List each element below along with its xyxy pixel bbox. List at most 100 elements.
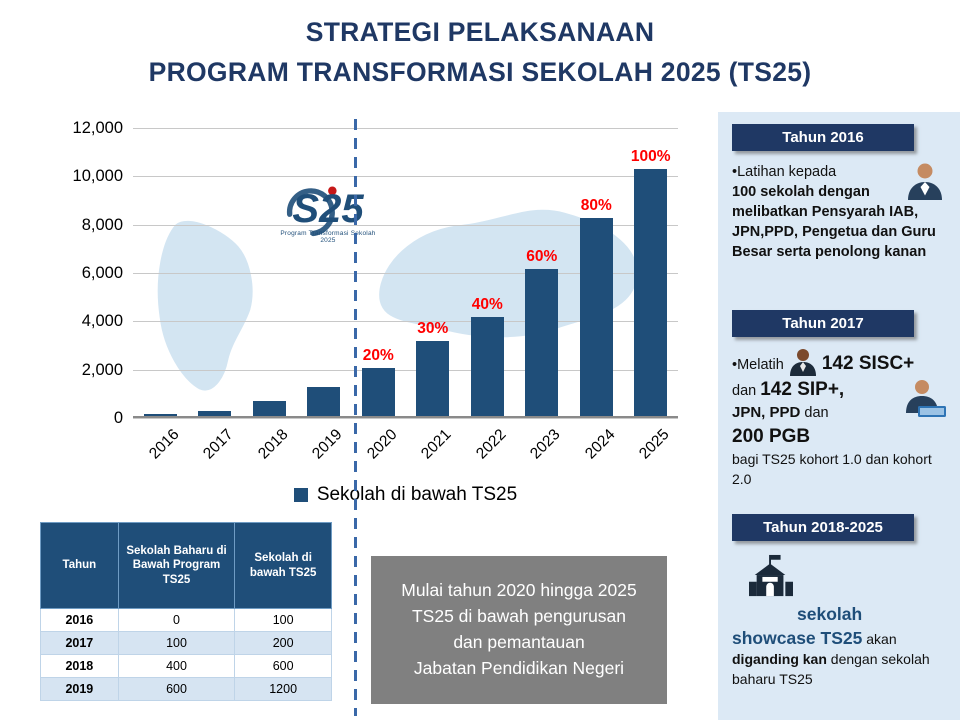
table-cell: 2018: [40, 654, 119, 678]
bar-2024: [579, 218, 613, 416]
bar-2018: [252, 401, 286, 416]
x-tick-label: 2016: [145, 426, 183, 463]
bar-slot: 100%: [624, 128, 679, 416]
text-run-bold: JPN, PPD: [732, 404, 801, 422]
table-head: Tahun Sekolah Baharu di Bawah Program TS2…: [40, 522, 332, 609]
table-body: 2016 0 100 2017 100 200 2018 400 600 2019 600 1200: [40, 608, 332, 701]
bar-2023: [525, 269, 559, 416]
bar-2025: [634, 169, 668, 416]
bar-slot: 30%: [406, 128, 461, 416]
x-tick-label: 2022: [472, 426, 510, 463]
table-header-cell: Sekolah Baharu di Bawah Program TS25: [117, 522, 236, 609]
ts25-logo-swoosh-icon: [286, 186, 337, 237]
person-with-laptop-icon: [906, 380, 946, 418]
bar-slot: 40%: [460, 128, 515, 416]
table-cell: 100: [117, 631, 236, 655]
sidebar-section-2018-2025: sekolah showcase TS25 akan diganding kan…: [732, 552, 948, 690]
table-row: 2016 0 100: [40, 608, 332, 632]
bar-2017: [198, 411, 232, 416]
dashed-divider-line: [354, 119, 357, 716]
table-cell: 600: [234, 654, 332, 678]
text-run-bold: sekolah showcase TS25: [732, 604, 863, 649]
text-run: akan: [862, 631, 897, 648]
malaysia-map-watermark: [156, 208, 639, 392]
bar-slot: 20%: [351, 128, 406, 416]
table-cell: 2019: [40, 677, 119, 701]
title-line2: PROGRAM TRANSFORMASI SEKOLAH 2025 (TS25): [148, 57, 812, 87]
x-tick-label: 2019: [309, 426, 346, 463]
text-run: bagi TS25 kohort 1.0 dan kohort 2.0: [732, 451, 932, 488]
text-run: dan: [800, 405, 829, 422]
y-tick-label: 8,000: [81, 215, 123, 234]
text-run-bold: diganding kan: [732, 651, 827, 668]
text-run: dan: [732, 383, 761, 400]
bar-2019: [307, 387, 341, 416]
legend-swatch: [293, 488, 308, 502]
x-axis: 2016 2017 2018 2019 2020 2021 2022 2023 2024 2025: [133, 420, 678, 474]
info-box: Mulai tahun 2020 hingga 2025 TS25 di baw…: [371, 556, 667, 704]
gridline: [133, 321, 678, 322]
banner-tahun-2018-2025: Tahun 2018-2025: [732, 514, 914, 541]
title-line1: STRATEGI PELAKSANAAN: [305, 17, 655, 47]
table-cell: 400: [117, 654, 236, 678]
bar-slot: 80%: [569, 128, 624, 416]
sidebar-section-2017: •Melatih 142 SISC+ dan 142 SIP+, JPN, PP…: [732, 348, 948, 490]
sidebar: Tahun 2016 •Latihan kepada 100 sekolah d…: [718, 112, 960, 720]
y-tick-label: 12,000: [72, 119, 123, 137]
table-header-cell: Tahun: [40, 522, 119, 609]
person-icon: [789, 349, 816, 376]
table-row: 2017 100 200: [40, 631, 332, 655]
text-run-bold: 200 PGB: [732, 426, 811, 448]
info-box-line: TS25 di bawah pengurusan dan pemantauan: [411, 606, 627, 652]
x-tick-label: 2025: [636, 426, 673, 463]
x-tick-label: 2018: [254, 426, 292, 463]
bar-2016: [143, 414, 177, 416]
data-table: Tahun Sekolah Baharu di Bawah Program TS2…: [40, 522, 332, 701]
table-cell: 100: [234, 608, 332, 632]
ts25-logo: S25 Program Transformasi Sekolah 2025: [273, 186, 383, 244]
bar-percent-label: 80%: [580, 197, 612, 214]
table-cell: 0: [117, 608, 236, 632]
sidebar-section-2016: •Latihan kepada 100 sekolah dengan melib…: [732, 162, 948, 262]
bar-slot: [188, 128, 243, 416]
info-box-line: Mulai tahun 2020 hingga 2025: [401, 580, 637, 601]
text-run: •Melatih: [732, 357, 788, 373]
table-row: 2018 400 600: [40, 654, 332, 678]
table-header-row: Tahun Sekolah Baharu di Bawah Program TS2…: [40, 522, 332, 609]
table-header-cell: Sekolah di bawah TS25: [234, 522, 332, 609]
bar-2020: [361, 368, 395, 416]
person-icon: [908, 163, 942, 200]
x-tick-label: 2020: [363, 426, 401, 463]
showcase-paragraph: sekolah showcase TS25 akan diganding kan…: [732, 602, 948, 690]
text-run-bold: 142 SISC+: [821, 353, 915, 374]
bar-chart: 12,000 10,000 8,000 6,000 4,000 2,000 0 20% 30%…: [38, 118, 686, 518]
y-tick-label: 6,000: [81, 263, 123, 282]
bar-percent-label: 20%: [362, 347, 394, 364]
table-cell: 2016: [40, 608, 119, 632]
bar-percent-label: 60%: [526, 248, 558, 265]
text-run-bold: 142 SIP+,: [760, 379, 845, 401]
info-box-line: Jabatan Pendidikan Negeri: [413, 657, 625, 678]
gridline: [133, 273, 678, 274]
bar-percent-label: 30%: [417, 320, 449, 337]
page-title: STRATEGI PELAKSANAAN PROGRAM TRANSFORMAS…: [20, 12, 940, 92]
y-tick-label: 10,000: [72, 167, 123, 186]
chart-legend: Sekolah di bawah TS25: [133, 484, 678, 506]
y-tick-label: 4,000: [81, 312, 123, 331]
gridline: [133, 418, 678, 419]
y-axis: 12,000 10,000 8,000 6,000 4,000 2,000 0: [38, 119, 123, 427]
table-row: 2019 600 1200: [40, 677, 332, 701]
x-tick-label: 2017: [200, 426, 237, 463]
gridline: [133, 370, 678, 371]
legend-label: Sekolah di bawah TS25: [316, 484, 518, 505]
table-cell: 200: [234, 631, 332, 655]
bar-2021: [416, 341, 450, 416]
gridline: [133, 128, 678, 129]
text-run: •Latihan kepada: [732, 164, 837, 180]
ts25-logo-caption: Program Transformasi Sekolah 2025: [280, 230, 376, 244]
bar-slot: [133, 128, 188, 416]
x-tick-label: 2023: [527, 426, 564, 463]
school-building-icon: [749, 554, 793, 597]
bar-percent-label: 100%: [630, 148, 671, 165]
x-tick-label: 2021: [418, 426, 455, 463]
